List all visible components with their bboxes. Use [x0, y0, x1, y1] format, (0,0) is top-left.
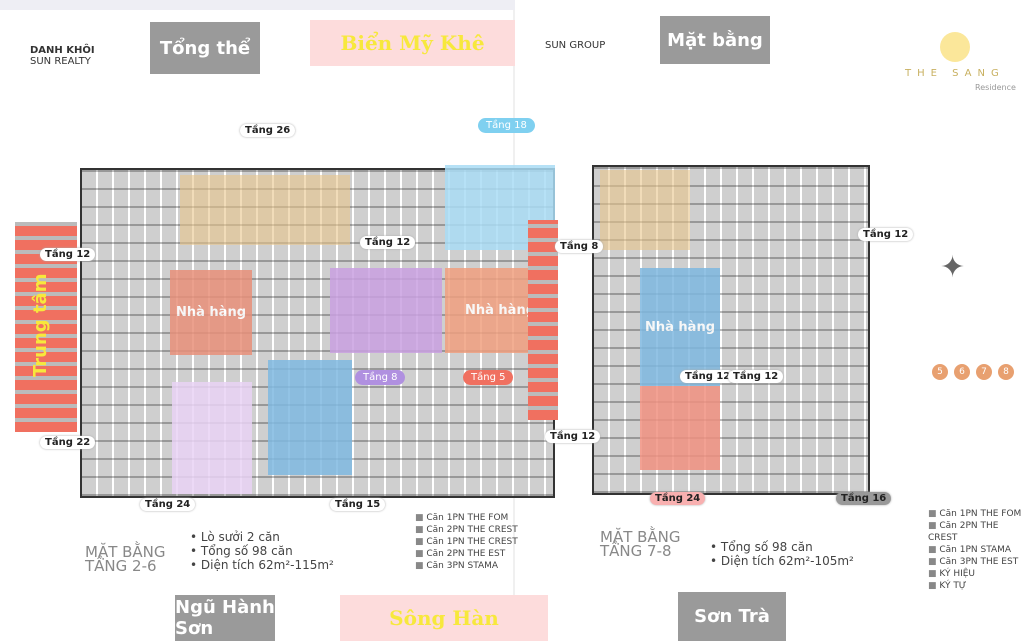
zone-purple	[330, 268, 442, 353]
floor-tag: Tầng 12	[858, 228, 914, 241]
floor-tag: Tầng 8	[555, 240, 604, 253]
left-stats-title: MẶT BẰNG TẦNG 2-6	[85, 543, 166, 575]
legend-item: KÝ HIỆU	[928, 568, 1024, 580]
legend-item: Căn 3PN STAMA	[415, 560, 518, 572]
right-footer-box: Sơn Trà	[678, 592, 786, 641]
stat-label: Diện tích	[720, 554, 775, 568]
stat-value: 62m²-105m²	[778, 554, 854, 568]
zone-tan	[600, 170, 690, 250]
zone-blue: Nhà hàng	[640, 268, 720, 386]
stat-label: Lò sưởi	[200, 530, 244, 544]
zone-lavender	[172, 382, 252, 494]
floor-tag: Tầng 22	[40, 436, 96, 449]
unit-number[interactable]: 7	[976, 364, 992, 380]
floor-tag: Tầng 12	[728, 370, 784, 383]
legend-item: Căn 1PN STAMA	[928, 544, 1024, 556]
legend-item: Căn 2PN THE CREST	[928, 520, 1024, 544]
zone-blue	[268, 360, 352, 475]
left-legend: Căn 1PN THE FOM Căn 2PN THE CREST Căn 1P…	[415, 512, 518, 572]
right-stats: • Tổng số 98 căn • Diện tích 62m²-105m²	[710, 540, 870, 568]
legend-item: Căn 1PN THE FOM	[415, 512, 518, 524]
floor-tag: Tầng 15	[330, 498, 386, 511]
unit-number[interactable]: 8	[998, 364, 1014, 380]
compass-icon: ✦	[940, 250, 966, 285]
pill-tag: Tầng 18	[478, 118, 535, 133]
zone-label: Nhà hàng	[175, 305, 247, 320]
left-stats: • Lò sưởi 2 căn • Tổng số 98 căn • Diện …	[190, 530, 345, 572]
stat-label: Tổng số	[720, 540, 769, 554]
stat-value: 62m²-115m²	[258, 558, 334, 572]
stat-label: Tổng số	[200, 544, 249, 558]
right-legend: Căn 1PN THE FOM Căn 2PN THE CREST Căn 1P…	[928, 508, 1024, 592]
floor-tag: Tầng 12	[40, 248, 96, 261]
stat-value: 98 căn	[772, 540, 813, 554]
unit-numbers: 5 6 7 8	[932, 364, 1014, 380]
legend-item: Căn 2PN THE EST	[415, 548, 518, 560]
legend-item: Căn 3PN THE EST	[928, 556, 1024, 568]
brand-sub: Residence	[975, 83, 1016, 92]
right-logo: SUN GROUP	[545, 40, 606, 51]
sea-label: Biển Mỹ Khê	[310, 20, 515, 66]
left-title-box: Tổng thể	[150, 22, 260, 74]
top-bar	[0, 0, 515, 10]
right-stats-title: MẶT BẰNG TẦNG 7-8	[600, 528, 681, 560]
stat-row: • Diện tích 62m²-115m²	[190, 558, 334, 572]
sun-logo-icon	[940, 32, 970, 62]
stat-label: Diện tích	[200, 558, 255, 572]
stat-row: • Tổng số 98 căn	[710, 540, 813, 554]
left-logo-text: DANH KHÔI	[30, 45, 95, 56]
unit-number[interactable]: 6	[954, 364, 970, 380]
left-footer-box: Ngũ Hành Sơn	[175, 595, 275, 641]
floor-tag: Tầng 24	[650, 492, 706, 505]
right-title-box: Mặt bằng	[660, 16, 770, 64]
floor-tag: Tầng 24	[140, 498, 196, 511]
pill-tag: Tầng 5	[463, 370, 514, 385]
zone-salmon	[640, 386, 720, 470]
floor-tag: Tầng 16	[836, 492, 892, 505]
floor-tag: Tầng 12	[680, 370, 736, 383]
stat-value: 98 căn	[252, 544, 293, 558]
stat-row: • Diện tích 62m²-105m²	[710, 554, 854, 568]
zone-tan	[180, 175, 350, 245]
right-vertical-zone	[528, 220, 558, 420]
zone-label: Nhà hàng	[644, 319, 716, 335]
left-logo: DANH KHÔI SUN REALTY	[30, 45, 95, 67]
legend-item: Căn 1PN THE FOM	[928, 508, 1024, 520]
left-logo-sub: SUN REALTY	[30, 56, 91, 67]
legend-item: Căn 2PN THE CREST	[415, 524, 517, 536]
zone-label: Nhà hàng	[464, 303, 536, 318]
unit-number[interactable]: 5	[932, 364, 948, 380]
brand-logo: THE SANG	[905, 68, 1005, 79]
stat-value: 2 căn	[246, 530, 280, 544]
floor-tag: Tầng 12	[545, 430, 601, 443]
zone-salmon: Nhà hàng	[170, 270, 252, 355]
river-label: Sông Hàn	[340, 595, 548, 641]
legend-item: Căn 1PN THE CREST	[415, 536, 517, 548]
floor-tag: Tầng 12	[360, 236, 416, 249]
floor-tag: Tầng 26	[240, 124, 296, 137]
pill-tag: Tầng 8	[355, 370, 406, 385]
stat-row: • Lò sưởi 2 căn	[190, 530, 280, 544]
stat-row: • Tổng số 98 căn	[190, 544, 293, 558]
legend-item: KÝ TỰ	[928, 580, 1024, 592]
